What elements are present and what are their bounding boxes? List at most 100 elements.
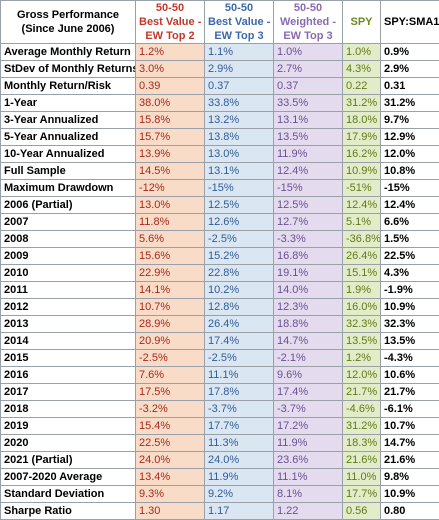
header-line: Best Value - [208, 15, 270, 29]
value-cell: 21.6% [343, 452, 381, 469]
row-label: 2016 [1, 367, 136, 384]
header-best-value-ew-top2: 50-50 Best Value - EW Top 2 [136, 1, 205, 44]
value-cell: 31.2% [343, 95, 381, 112]
value-cell: 32.3% [381, 316, 439, 333]
row-label: 2018 [1, 401, 136, 418]
header-spy: SPY [343, 1, 381, 44]
value-cell: 4.3% [381, 265, 439, 282]
value-cell: 12.3% [274, 299, 343, 316]
row-label: 2007 [1, 214, 136, 231]
value-cell: 1.17 [205, 503, 274, 520]
value-cell: 12.9% [381, 129, 439, 146]
value-cell: 11.9% [205, 469, 274, 486]
value-cell: 2.7% [274, 61, 343, 78]
value-cell: -3.7% [274, 401, 343, 418]
value-cell: 1.9% [343, 282, 381, 299]
value-cell: 15.7% [136, 129, 205, 146]
value-cell: 24.0% [136, 452, 205, 469]
value-cell: 0.22 [343, 78, 381, 95]
table-header: Gross Performance (Since June 2006) 50-5… [1, 1, 439, 44]
value-cell: 17.4% [274, 384, 343, 401]
value-cell: 22.9% [136, 265, 205, 282]
value-cell: 32.3% [343, 316, 381, 333]
header-row: Gross Performance (Since June 2006) 50-5… [1, 1, 439, 44]
value-cell: -2.5% [205, 350, 274, 367]
table-row: Maximum Drawdown-12%-15%-15%-51%-15% [1, 180, 439, 197]
value-cell: -4.3% [381, 350, 439, 367]
header-line: Weighted - [277, 15, 339, 29]
row-label: StDev of Monthly Returns [1, 61, 136, 78]
row-label: 2020 [1, 435, 136, 452]
value-cell: 12.4% [274, 163, 343, 180]
value-cell: 0.31 [381, 78, 439, 95]
value-cell: 2.9% [205, 61, 274, 78]
value-cell: 17.2% [274, 418, 343, 435]
value-cell: 15.2% [205, 248, 274, 265]
header-line: EW Top 3 [208, 29, 270, 43]
row-label: Sharpe Ratio [1, 503, 136, 520]
value-cell: 11.9% [274, 435, 343, 452]
row-label: 2014 [1, 333, 136, 350]
value-cell: 5.1% [343, 214, 381, 231]
value-cell: 14.7% [274, 333, 343, 350]
value-cell: 0.56 [343, 503, 381, 520]
row-label: 2021 (Partial) [1, 452, 136, 469]
value-cell: 13.5% [274, 129, 343, 146]
value-cell: 13.0% [205, 146, 274, 163]
row-label: Full Sample [1, 163, 136, 180]
row-label: Maximum Drawdown [1, 180, 136, 197]
value-cell: 15.4% [136, 418, 205, 435]
value-cell: -6.1% [381, 401, 439, 418]
value-cell: -4.6% [343, 401, 381, 418]
row-label: 2010 [1, 265, 136, 282]
value-cell: 23.6% [274, 452, 343, 469]
value-cell: 3.0% [136, 61, 205, 78]
value-cell: -36.8% [343, 231, 381, 248]
value-cell: 9.6% [274, 367, 343, 384]
row-label: 2019 [1, 418, 136, 435]
value-cell: 10.9% [343, 163, 381, 180]
value-cell: 1.0% [343, 44, 381, 61]
value-cell: 1.2% [343, 350, 381, 367]
value-cell: -2.5% [205, 231, 274, 248]
value-cell: 31.2% [381, 95, 439, 112]
header-line: SPY:SMA10 [384, 15, 436, 29]
value-cell: 11.3% [205, 435, 274, 452]
value-cell: 1.2% [136, 44, 205, 61]
value-cell: 21.7% [343, 384, 381, 401]
row-label: 2008 [1, 231, 136, 248]
value-cell: 9.7% [381, 112, 439, 129]
value-cell: 18.3% [343, 435, 381, 452]
value-cell: 0.9% [381, 44, 439, 61]
value-cell: 0.39 [136, 78, 205, 95]
value-cell: -2.5% [136, 350, 205, 367]
value-cell: 12.0% [343, 367, 381, 384]
value-cell: 15.6% [136, 248, 205, 265]
value-cell: 11.9% [274, 146, 343, 163]
value-cell: 26.4% [205, 316, 274, 333]
value-cell: 12.7% [274, 214, 343, 231]
value-cell: 33.5% [274, 95, 343, 112]
value-cell: 15.1% [343, 265, 381, 282]
value-cell: 31.2% [343, 418, 381, 435]
value-cell: 13.9% [136, 146, 205, 163]
value-cell: 1.0% [274, 44, 343, 61]
value-cell: 11.1% [274, 469, 343, 486]
value-cell: 17.5% [136, 384, 205, 401]
value-cell: 10.7% [136, 299, 205, 316]
value-cell: 22.8% [205, 265, 274, 282]
